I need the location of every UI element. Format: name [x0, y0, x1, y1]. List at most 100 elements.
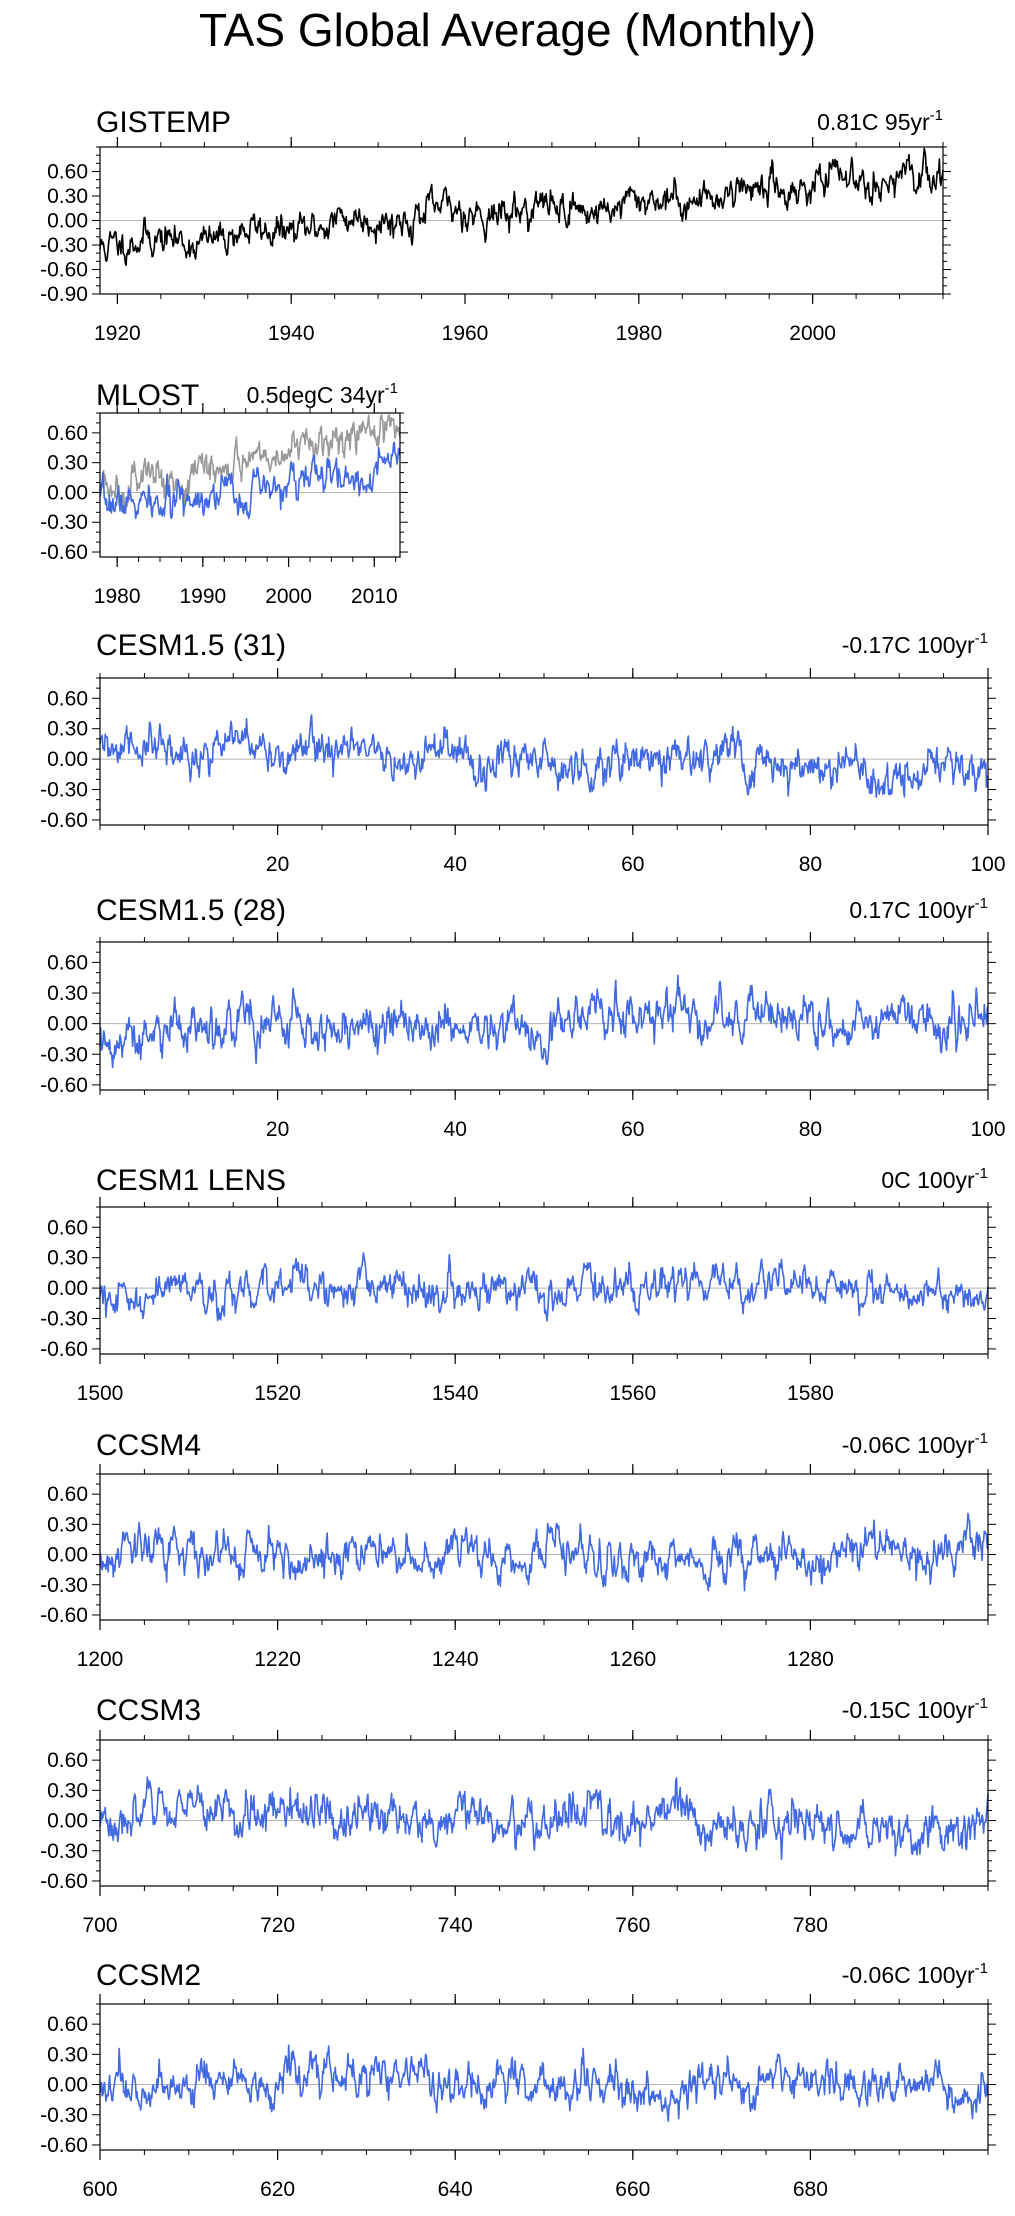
- xtick-label: 40: [444, 1118, 467, 1141]
- trend-annotation: 0.81C 95yr-1: [817, 107, 943, 135]
- ytick-label: 0.30: [47, 1513, 88, 1536]
- xtick-label: 1940: [268, 322, 315, 345]
- series-line-mlost-anomaly: [99, 441, 401, 520]
- ytick-label: 0.60: [47, 161, 88, 184]
- panel-ccsm3: 0.60 0.30 0.00 -0.30 -0.60 700 720 740 760 780 CCS…: [40, 1694, 996, 1937]
- xtick-label: 680: [793, 2178, 828, 2201]
- ytick-label: 0.60: [47, 1216, 88, 1239]
- xtick-label: 740: [438, 1914, 473, 1937]
- xtick-label: 100: [970, 853, 1005, 876]
- trend-annotation: 0.5degC 34yr-1: [247, 380, 398, 408]
- trend-value: 0.17C 100yr: [849, 897, 975, 923]
- series-line-cesm1-5-31-: [99, 714, 989, 799]
- trend-superscript: -1: [975, 1695, 988, 1712]
- ytick-label: -0.60: [40, 2134, 88, 2157]
- ytick-label: -0.60: [40, 259, 88, 282]
- trend-superscript: -1: [975, 630, 988, 647]
- ytick-label: -0.30: [40, 1308, 88, 1331]
- xtick-label: 100: [970, 1118, 1005, 1141]
- ytick-label: 0.00: [47, 1277, 88, 1300]
- trend-superscript: -1: [930, 107, 943, 124]
- trend-annotation: 0.17C 100yr-1: [849, 895, 988, 923]
- ytick-label: -0.60: [40, 1338, 88, 1361]
- ytick-label: 0.60: [47, 1483, 88, 1506]
- ytick-label: 0.30: [47, 982, 88, 1005]
- xtick-label: 80: [799, 853, 822, 876]
- xtick-label: 1520: [254, 1382, 301, 1405]
- ytick-label: -0.60: [40, 1870, 88, 1893]
- trend-value: -0.15C 100yr: [842, 1697, 975, 1723]
- ytick-label: -0.30: [40, 1043, 88, 1066]
- ytick-label: 0.60: [47, 951, 88, 974]
- panel-title: CCSM4: [96, 1429, 201, 1462]
- ytick-label: -0.30: [40, 1574, 88, 1597]
- trend-value: 0.81C 95yr: [817, 109, 930, 135]
- xtick-label: 1990: [179, 585, 226, 608]
- panel-title: GISTEMP: [96, 106, 231, 139]
- xtick-label: 20: [266, 853, 289, 876]
- ytick-label: 0.60: [47, 687, 88, 710]
- xtick-label: 1560: [609, 1382, 656, 1405]
- ytick-label: -0.30: [40, 234, 88, 257]
- xtick-label: 1240: [432, 1648, 479, 1671]
- trend-annotation: -0.06C 100yr-1: [842, 1430, 988, 1458]
- series-line-mlost: [99, 414, 401, 514]
- series-line-cesm1-5-28-: [99, 974, 989, 1069]
- xtick-label: 60: [621, 1118, 644, 1141]
- panel-gistemp: 0.600.300.00-0.30-0.60-0.90 1920 1940 1960 1…: [40, 106, 951, 345]
- panel-mlost: 0.60 0.30 0.00 -0.30 -0.60 1980 1990 2000 2010 ML…: [40, 379, 408, 608]
- trend-value: -0.06C 100yr: [842, 1432, 975, 1458]
- trend-superscript: -1: [975, 1960, 988, 1977]
- series-line-gistemp: [99, 147, 944, 267]
- xtick-label: 1580: [787, 1382, 834, 1405]
- ytick-label: 0.60: [47, 1749, 88, 1772]
- trend-annotation: -0.17C 100yr-1: [842, 630, 988, 658]
- panel-title: CCSM3: [96, 1694, 201, 1727]
- trend-annotation: -0.06C 100yr-1: [842, 1960, 988, 1988]
- ytick-label: 0.30: [47, 185, 88, 208]
- xtick-label: 1980: [615, 322, 662, 345]
- ytick-label: 0.30: [47, 1779, 88, 1802]
- xtick-label: 1500: [77, 1382, 124, 1405]
- ytick-label: -0.60: [40, 1074, 88, 1097]
- panel-title: MLOST: [96, 379, 199, 412]
- xtick-label: 2000: [789, 322, 836, 345]
- xtick-label: 640: [438, 2178, 473, 2201]
- ytick-label: 0.60: [47, 2013, 88, 2036]
- trend-superscript: -1: [975, 1165, 988, 1182]
- trend-annotation: 0C 100yr-1: [881, 1165, 988, 1193]
- ytick-label: 0.30: [47, 718, 88, 741]
- ytick-label: -0.60: [40, 541, 88, 564]
- panel-title: CCSM2: [96, 1959, 201, 1992]
- ytick-label: -0.60: [40, 809, 88, 832]
- trend-value: 0C 100yr: [881, 1167, 975, 1193]
- trend-superscript: -1: [385, 380, 398, 397]
- panel-ccsm4: 0.60 0.30 0.00 -0.30 -0.60 1200 1220 1240 1260 12…: [40, 1429, 996, 1671]
- series-line-ccsm3: [99, 1776, 989, 1860]
- figure-title: TAS Global Average (Monthly): [198, 4, 817, 56]
- panel-cesm1-5-28-: 0.60 0.30 0.00 -0.30 -0.60 20 40 60 80 100 CESM1.5…: [40, 894, 1005, 1141]
- series-line-ccsm2: [99, 2044, 989, 2122]
- ytick-label: 0.30: [47, 1247, 88, 1270]
- panel-cesm1-5-31-: 0.60 0.30 0.00 -0.30 -0.60 20 40 60 80 100 CESM1.5…: [40, 629, 1005, 876]
- xtick-label: 600: [82, 2178, 117, 2201]
- trend-value: 0.5degC 34yr: [247, 382, 385, 408]
- xtick-label: 1260: [609, 1648, 656, 1671]
- plot-frame: [99, 412, 401, 558]
- series-line-cesm1-lens: [99, 1252, 989, 1322]
- xtick-label: 80: [799, 1118, 822, 1141]
- xtick-label: 1200: [77, 1648, 124, 1671]
- ytick-label: -0.90: [40, 283, 88, 306]
- ytick-label: -0.60: [40, 1604, 88, 1627]
- xtick-label: 660: [615, 2178, 650, 2201]
- ytick-label: 0.30: [47, 452, 88, 475]
- ytick-label: -0.30: [40, 779, 88, 802]
- panel-title: CESM1.5 (31): [96, 629, 286, 662]
- panel-ccsm2: 0.60 0.30 0.00 -0.30 -0.60 600 620 640 660 680 CCS…: [40, 1959, 996, 2201]
- ytick-label: -0.30: [40, 1840, 88, 1863]
- ytick-label: 0.00: [47, 2074, 88, 2097]
- ytick-label: 0.00: [47, 1810, 88, 1833]
- xtick-label: 720: [260, 1914, 295, 1937]
